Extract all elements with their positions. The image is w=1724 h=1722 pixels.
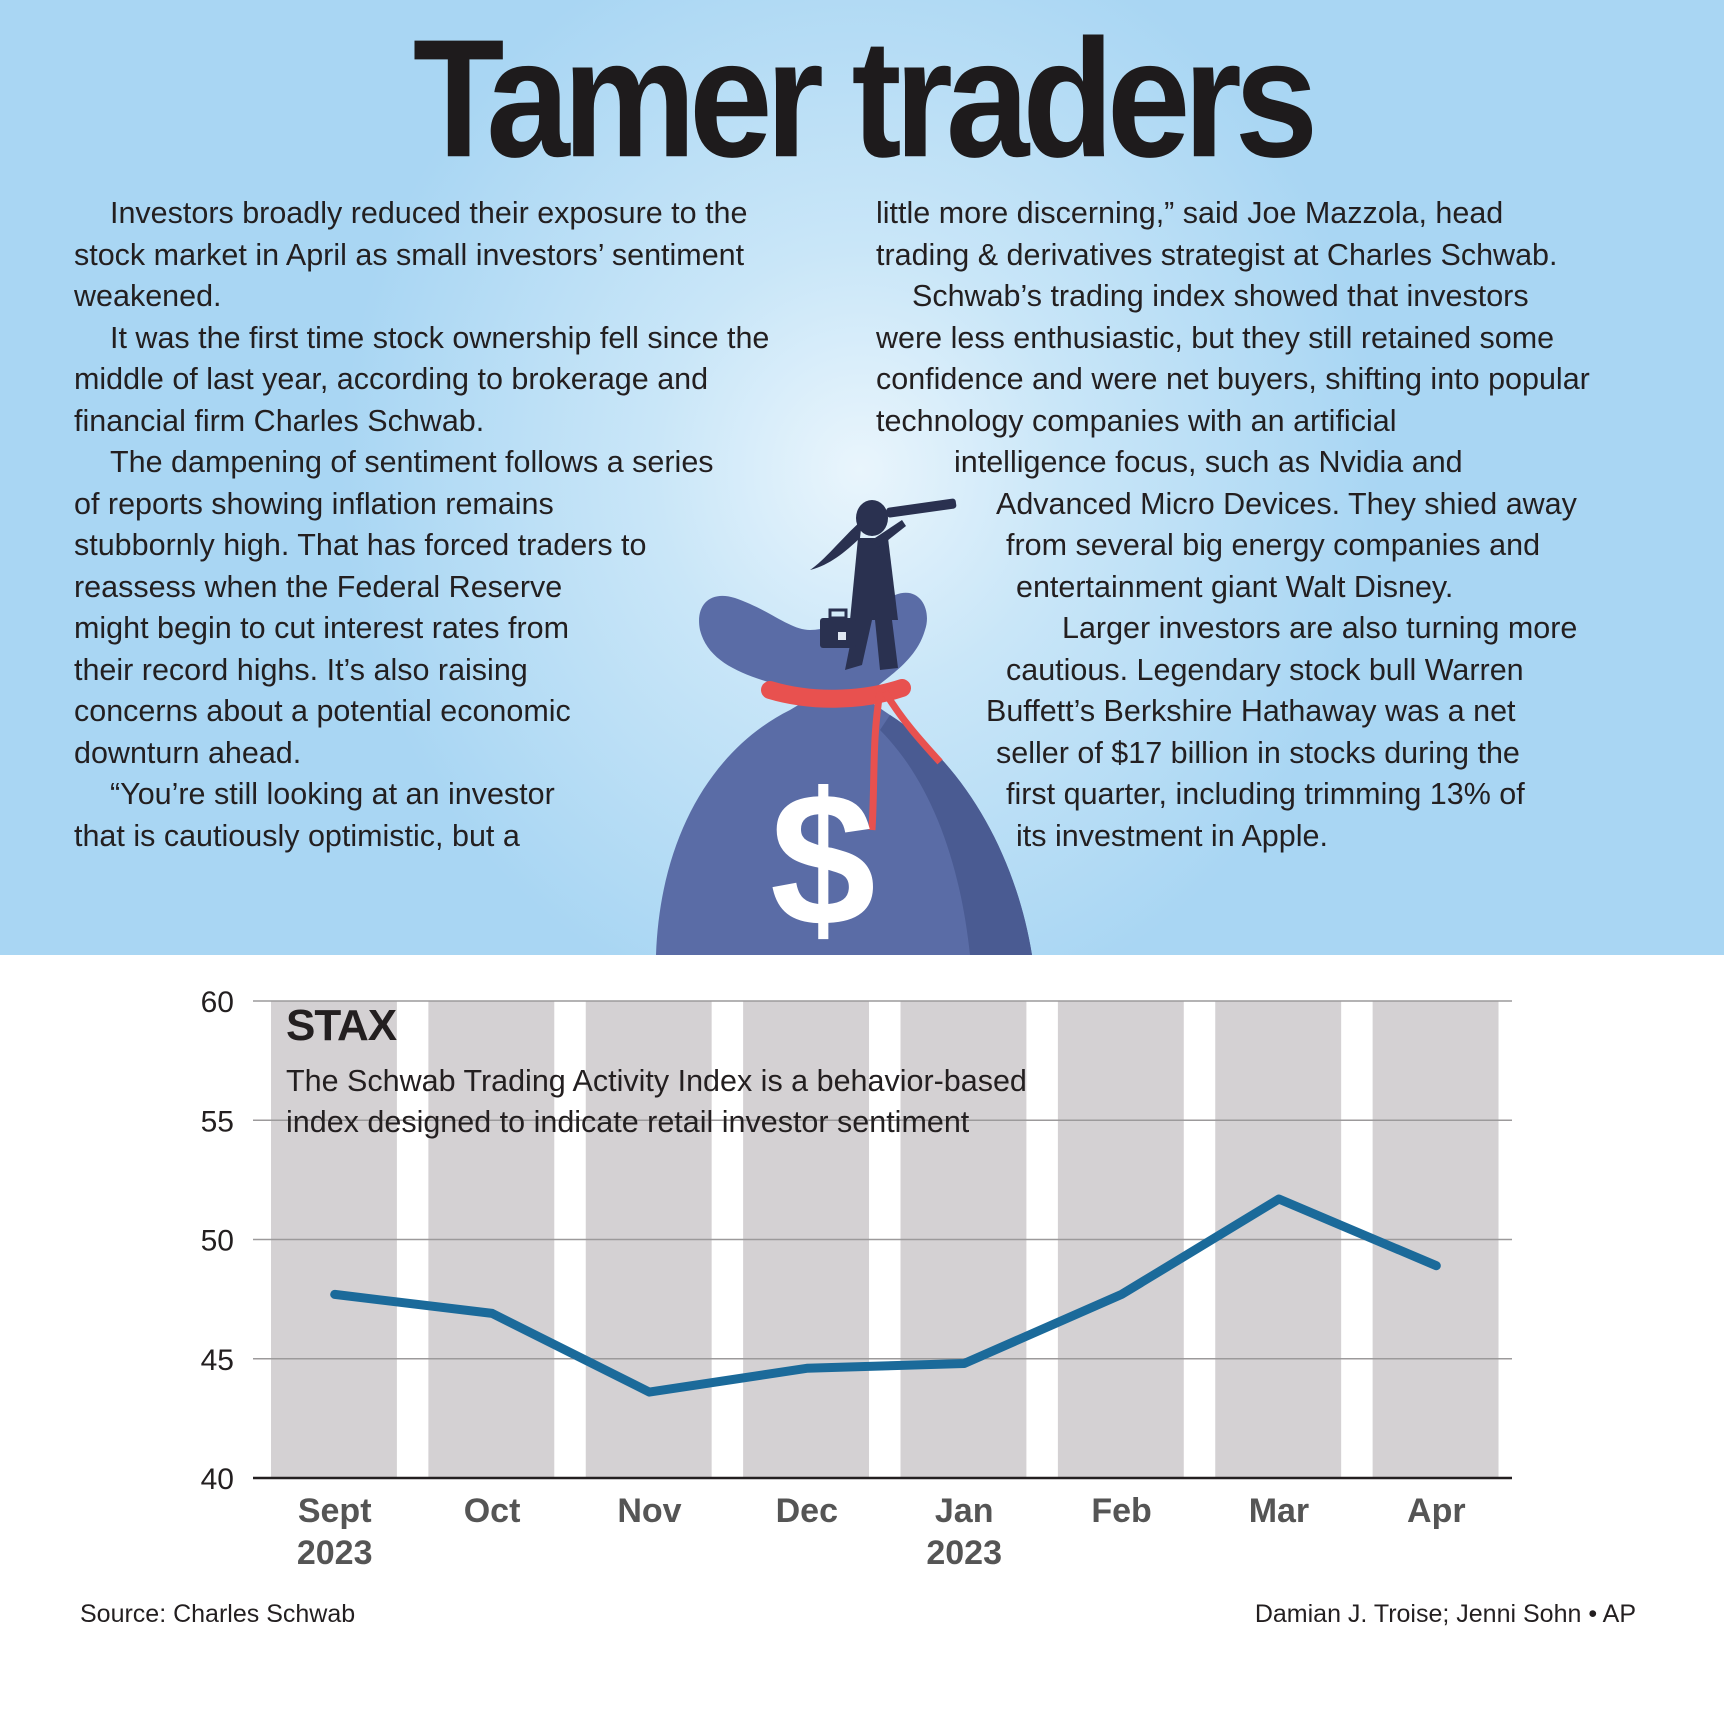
chart-subtitle-line-2: index designed to indicate retail invest… bbox=[286, 1105, 970, 1139]
stax-series-line bbox=[330, 1194, 1441, 1397]
article-line: little more discerning,” said Joe Mazzol… bbox=[876, 196, 1504, 230]
article-line: trading & derivatives strategist at Char… bbox=[876, 237, 1558, 272]
y-tick-label: 60 bbox=[201, 986, 234, 1019]
article-line: reassess when the Federal Reserve bbox=[74, 569, 563, 604]
y-tick-label: 55 bbox=[201, 1105, 234, 1138]
article-line: its investment in Apple. bbox=[1016, 818, 1328, 853]
y-gridlines bbox=[253, 1000, 1512, 1480]
article-line: first quarter, including trimming 13% of bbox=[1006, 777, 1525, 811]
article-line: weakened. bbox=[74, 279, 222, 313]
article-line: The dampening of sentiment follows a ser… bbox=[110, 445, 714, 479]
article-line: downturn ahead. bbox=[74, 735, 302, 770]
article-line: from several big energy companies and bbox=[1006, 528, 1541, 562]
article-line: intelligence focus, such as Nvidia and bbox=[954, 445, 1463, 479]
article-line: Advanced Micro Devices. They shied away bbox=[996, 486, 1577, 521]
y-tick-label: 45 bbox=[201, 1344, 234, 1377]
dollar-sign-icon: $ bbox=[770, 754, 876, 955]
person-with-telescope bbox=[810, 498, 957, 670]
y-tick-labels: 40 45 50 55 60 bbox=[201, 986, 234, 1496]
x-tick-label: Mar bbox=[1249, 1492, 1309, 1530]
article-line: stock market in April as small investors… bbox=[74, 237, 745, 272]
article-line: Larger investors are also turning more bbox=[1062, 611, 1578, 645]
x-tick-label: Nov bbox=[617, 1492, 681, 1530]
x-tick-label: Feb bbox=[1091, 1492, 1151, 1530]
article-left-column: Investors broadly reduced their exposure… bbox=[74, 193, 769, 857]
article-line: entertainment giant Walt Disney. bbox=[1016, 569, 1454, 604]
x-tick-label: Dec bbox=[776, 1492, 838, 1530]
x-tick-label: Apr bbox=[1407, 1492, 1466, 1530]
y-tick-label: 50 bbox=[201, 1225, 234, 1258]
article-line: concerns about a potential economic bbox=[74, 694, 571, 728]
money-bag bbox=[656, 592, 1032, 955]
article-line: cautious. Legendary stock bull Warren bbox=[1006, 652, 1524, 687]
article-line: Investors broadly reduced their exposure… bbox=[110, 196, 748, 230]
x-tick-label: Sept bbox=[298, 1492, 372, 1530]
page-title: Tamer traders bbox=[412, 3, 1318, 193]
article-line: financial firm Charles Schwab. bbox=[74, 403, 485, 438]
chart-subtitle-line-1: The Schwab Trading Activity Index is a b… bbox=[286, 1064, 1027, 1098]
money-bag-illustration: $ bbox=[656, 498, 1032, 955]
article-line: Schwab’s trading index showed that inves… bbox=[912, 279, 1529, 313]
article-line: might begin to cut interest rates from bbox=[74, 611, 569, 645]
article-line: were less enthusiastic, but they still r… bbox=[876, 320, 1555, 355]
article-right-column: little more discerning,” said Joe Mazzol… bbox=[876, 193, 1590, 857]
article-line: It was the first time stock ownership fe… bbox=[110, 320, 770, 355]
x-tick-labels: Sept 2023 Oct Nov Dec Jan 2023 Feb Mar Apr bbox=[297, 1492, 1466, 1572]
article-line: middle of last year, according to broker… bbox=[74, 362, 709, 396]
article-line: confidence and were net buyers, shifting… bbox=[876, 362, 1590, 396]
article-line: that is cautiously optimistic, but a bbox=[74, 818, 520, 853]
credit-line: Damian J. Troise; Jenni Sohn • AP bbox=[1254, 1600, 1636, 1628]
y-tick-label: 40 bbox=[201, 1463, 234, 1496]
article-line: seller of $17 billion in stocks during t… bbox=[996, 735, 1520, 770]
header-panel: Tamer traders Investors broadly reduced … bbox=[0, 0, 1724, 955]
chart-title: STAX bbox=[286, 1001, 397, 1050]
article-line: of reports showing inflation remains bbox=[74, 486, 554, 521]
x-tick-label: 2023 bbox=[926, 1534, 1002, 1572]
x-tick-label: 2023 bbox=[297, 1534, 373, 1572]
x-tick-label: Oct bbox=[464, 1492, 521, 1530]
article-line: “You’re still looking at an investor bbox=[110, 777, 555, 811]
x-tick-label: Jan bbox=[935, 1492, 994, 1530]
source-note: Source: Charles Schwab bbox=[80, 1600, 356, 1628]
article-line: Buffett’s Berkshire Hathaway was a net bbox=[986, 694, 1516, 728]
stax-line-chart: 40 45 50 55 60 Sept 2023 Oct Nov Dec Jan 2023 Feb Ma… bbox=[201, 986, 1512, 1572]
article-line: their record highs. It’s also raising bbox=[74, 652, 528, 687]
article-line: technology companies with an artificial bbox=[876, 403, 1397, 438]
article-line: stubbornly high. That has forced traders… bbox=[74, 528, 647, 562]
